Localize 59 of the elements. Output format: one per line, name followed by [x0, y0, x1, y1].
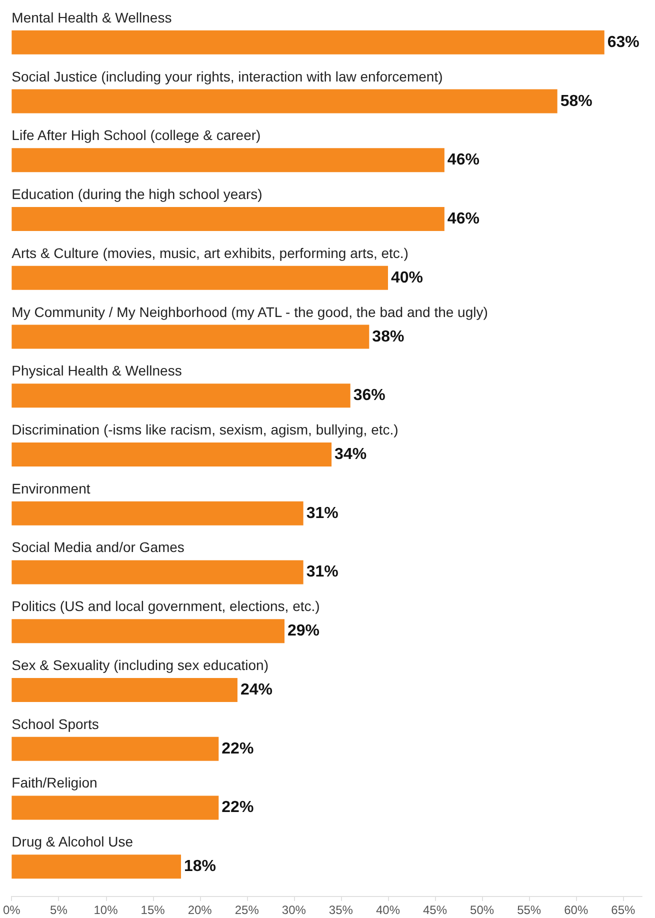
x-tick-label: 60% [564, 903, 588, 917]
y-tick-label: Politics (US and local government, elections, etc.) [12, 598, 320, 614]
data-label: 46% [447, 152, 480, 169]
x-tick-label: 35% [328, 903, 354, 917]
data-label: 38% [372, 328, 404, 346]
data-label: 31% [306, 564, 338, 581]
x-tick-label: 45% [423, 903, 448, 917]
data-label: 46% [447, 210, 480, 228]
data-label: 58% [560, 92, 592, 110]
y-tick-label: School Sports [12, 716, 99, 732]
data-label: 31% [306, 504, 338, 522]
x-tick-label: 40% [376, 903, 400, 917]
x-tick-label: 15% [140, 903, 166, 917]
bar [12, 384, 350, 408]
data-label: 24% [240, 681, 272, 698]
y-tick-label: Discrimination (-isms like racism, sexism, agism, bullying, etc.) [12, 422, 398, 438]
data-label: 63% [607, 34, 640, 51]
y-tick-label: Life After High School (college & career) [12, 127, 261, 144]
data-label: 40% [390, 269, 424, 286]
data-label: 22% [222, 740, 254, 758]
bar [12, 207, 444, 232]
bar [12, 854, 182, 879]
bar [12, 266, 388, 290]
x-tick-label: 20% [188, 903, 212, 917]
bar [12, 30, 604, 54]
bar [12, 619, 284, 644]
y-tick-label: My Community / My Neighborhood (my ATL - the good, the bad and the ugly) [12, 304, 488, 320]
x-tick-label: 5% [50, 903, 68, 917]
bar [12, 678, 238, 702]
data-label: 29% [288, 622, 320, 640]
y-tick-label: Arts & Culture (movies, music, art exhibits, performing arts, etc.) [12, 244, 408, 261]
data-label: 22% [222, 799, 254, 816]
data-label: 34% [334, 446, 367, 463]
bar [12, 89, 558, 114]
x-tick-label: 0% [3, 903, 21, 917]
y-tick-label: Faith/Religion [12, 774, 98, 791]
bar [12, 796, 219, 820]
y-tick-label: Environment [12, 480, 90, 496]
x-tick-label: 55% [517, 903, 542, 917]
bar [12, 560, 304, 584]
y-tick-label: Education (during the high school years) [12, 186, 262, 202]
y-tick-label: Social Media and/or Games [12, 539, 184, 556]
y-tick-label: Physical Health & Wellness [12, 362, 182, 379]
y-tick-label: Mental Health & Wellness [12, 9, 172, 26]
bar [12, 324, 370, 349]
x-tick-label: 50% [470, 903, 494, 917]
x-tick-label: 65% [611, 903, 636, 917]
y-tick-label: Social Justice (including your rights, interaction with law enforcement) [12, 68, 443, 84]
data-label: 18% [184, 858, 216, 876]
bar [12, 442, 332, 466]
x-tick-label: 30% [282, 903, 306, 917]
bar [12, 148, 444, 172]
x-tick-label: 10% [94, 903, 118, 917]
y-tick-label: Sex & Sexuality (including sex education) [12, 656, 268, 673]
data-label: 36% [353, 387, 386, 404]
x-tick-label: 25% [234, 903, 260, 917]
y-tick-label: Drug & Alcohol Use [12, 834, 134, 850]
bar [12, 501, 304, 526]
bar [12, 736, 219, 761]
